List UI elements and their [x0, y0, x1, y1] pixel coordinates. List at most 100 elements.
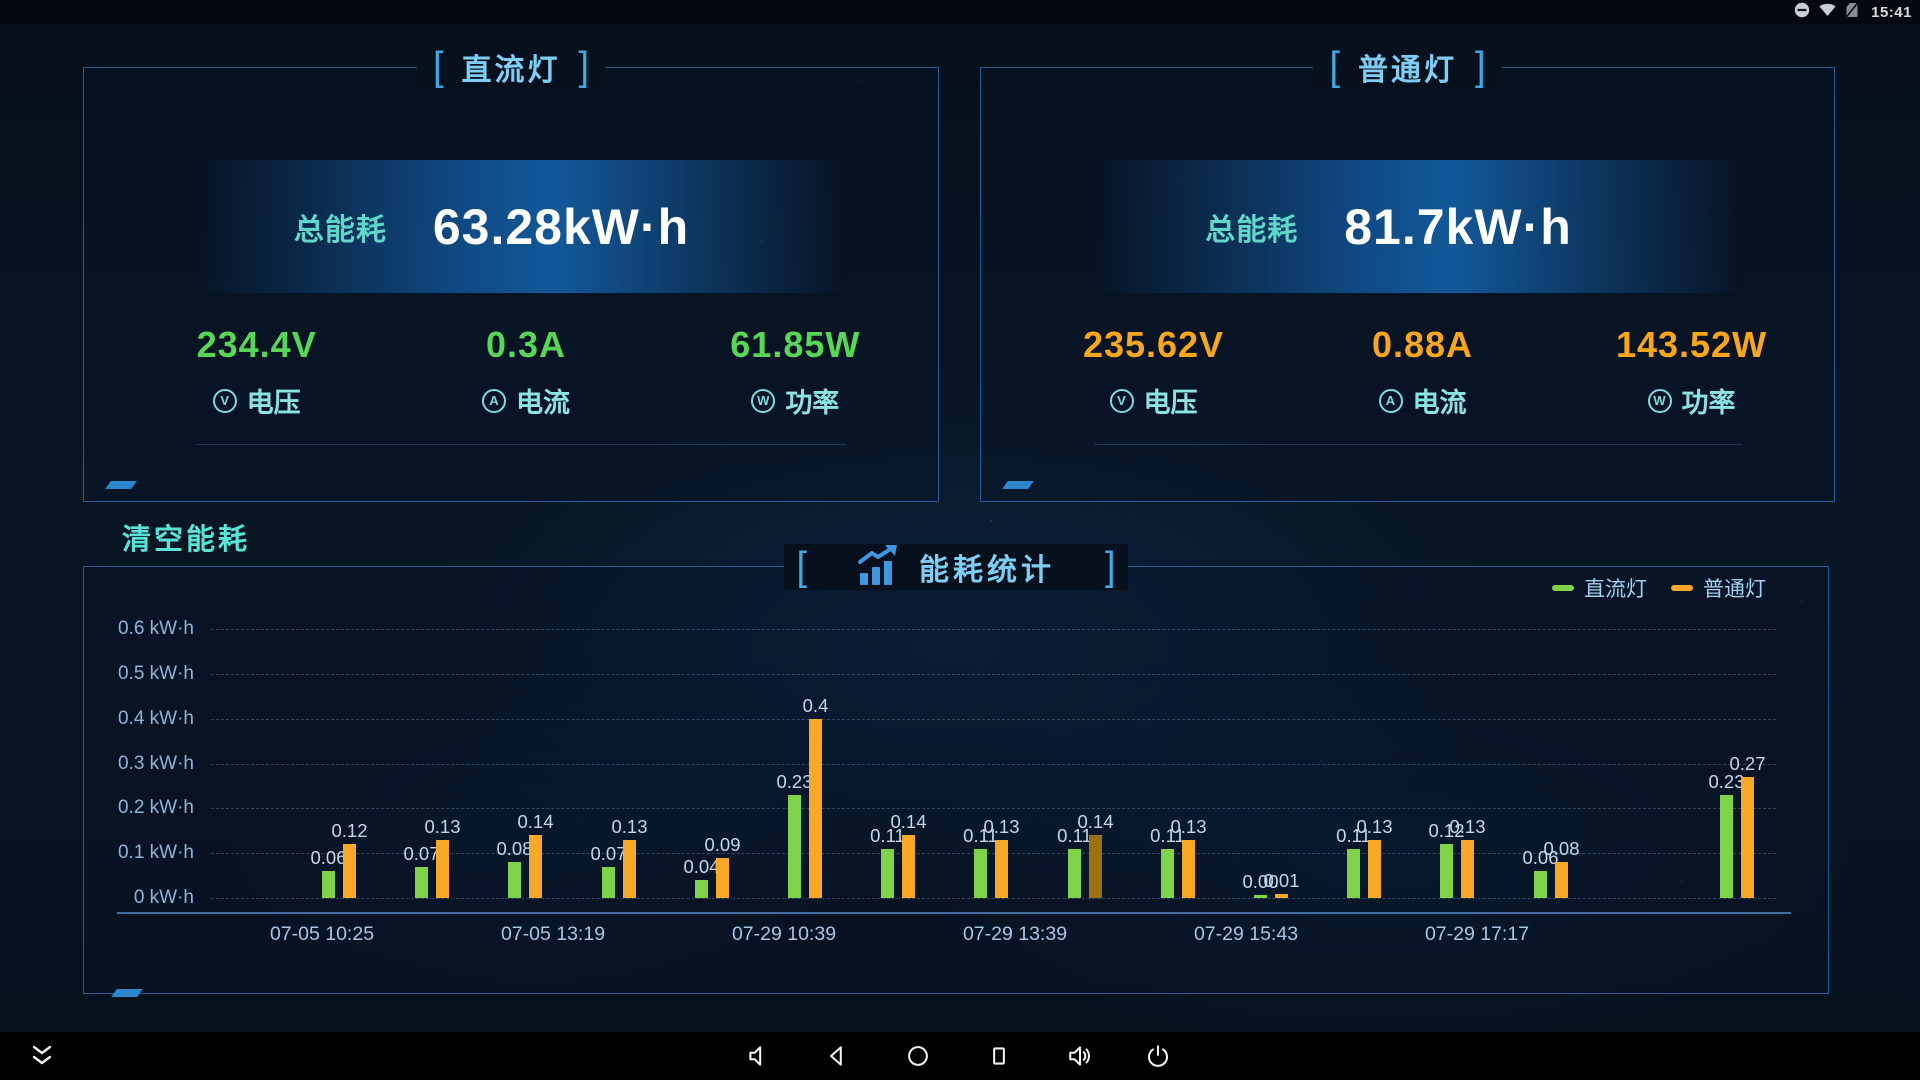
energy-statistics-panel: [ 能耗统计 ] — [83, 544, 1829, 997]
bar-value-label: 0.13 — [983, 816, 1020, 837]
pt-power-value: 143.52W — [1615, 324, 1768, 365]
bar-value-label: 0.13 — [1356, 816, 1393, 837]
bar-dc[interactable] — [881, 849, 894, 898]
power-label: 功率 — [1681, 388, 1736, 418]
pt-voltage-metric: 235.62V V 电压 — [1019, 324, 1288, 420]
bar-value-label: 0.08 — [1543, 838, 1580, 859]
collapse-icon[interactable] — [27, 1042, 57, 1070]
legend-item-dc[interactable]: 直流灯 — [1552, 573, 1647, 603]
volume-up-icon[interactable] — [1067, 1043, 1093, 1069]
gridline — [211, 898, 1776, 899]
bar-value-label: 0.04 — [683, 856, 720, 877]
y-axis-label: 0.2 kW·h — [117, 797, 194, 819]
bar-dc[interactable] — [974, 849, 987, 898]
bar-pt[interactable] — [716, 858, 729, 898]
power-label: 功率 — [785, 388, 840, 418]
chart-plot: 0.06 0.12 0.07 0.13 0.08 0.14 0.07 0.13 0.04 0.09… — [211, 567, 1776, 993]
bracket-right: ] — [1475, 44, 1486, 90]
bar-dc[interactable] — [1068, 849, 1081, 898]
dc-metrics-row: 234.4V V 电压 0.3A A 电流 61.85W W 功率 — [122, 324, 930, 420]
bar-dc[interactable] — [508, 862, 521, 898]
bracket-right: ] — [1105, 544, 1116, 590]
x-axis-line — [117, 912, 1791, 914]
bar-value-label: 0.07 — [403, 843, 440, 864]
power-icon[interactable] — [1145, 1043, 1171, 1069]
bar-dc[interactable] — [415, 867, 428, 898]
bar-dc[interactable] — [788, 795, 801, 898]
bar-dc[interactable] — [602, 867, 615, 898]
bar-pt[interactable] — [995, 840, 1008, 898]
bar-pt[interactable] — [1089, 835, 1102, 898]
bar-pt[interactable] — [1275, 894, 1288, 898]
bar-dc[interactable] — [1720, 795, 1733, 898]
bar-value-label: 0.13 — [611, 816, 648, 837]
volume-down-icon[interactable] — [745, 1043, 771, 1069]
x-axis-label: 07-29 15:43 — [1193, 923, 1299, 945]
gridline — [211, 629, 1776, 631]
y-axis-label: 0.3 kW·h — [117, 752, 194, 774]
total-energy-label: 总能耗 — [1205, 213, 1299, 247]
bar-dc[interactable] — [695, 880, 708, 898]
bar-dc[interactable] — [1161, 849, 1174, 898]
dc-voltage-value: 234.4V — [196, 324, 317, 365]
chart-legend: 直流灯 普通灯 — [1552, 573, 1766, 603]
bar-value-label: 0.13 — [1449, 816, 1486, 837]
bar-pt[interactable] — [1741, 777, 1754, 898]
bar-value-label: 0.12 — [1428, 820, 1465, 841]
bar-pt[interactable] — [902, 835, 915, 898]
dc-current-value: 0.3A — [485, 324, 567, 365]
dc-voltage-metric: 234.4V V 电压 — [122, 324, 391, 420]
status-clock: 15:41 — [1871, 3, 1912, 21]
bar-dc[interactable] — [322, 871, 335, 898]
corner-accent — [105, 481, 137, 489]
y-axis-label: 0 kW·h — [133, 887, 194, 908]
clear-energy-button[interactable]: 清空能耗 — [122, 524, 251, 556]
bar-value-label: 0.14 — [890, 811, 927, 832]
bar-dc[interactable] — [1534, 871, 1547, 898]
current-icon: A — [481, 388, 506, 413]
bar-value-label: 0.06 — [310, 847, 347, 868]
bar-dc[interactable] — [1347, 849, 1360, 898]
android-nav-bar — [0, 1032, 1920, 1080]
recents-icon[interactable] — [986, 1043, 1012, 1069]
bar-value-label: 0.11 — [870, 825, 905, 846]
x-axis-label: 07-05 10:25 — [269, 923, 375, 945]
wifi-icon — [1818, 2, 1837, 22]
legend-dash-green — [1552, 585, 1574, 591]
bar-value-label: 0.13 — [424, 816, 461, 837]
ordinary-light-panel: [ 普通灯 ] 总能耗 81.7kW·h 235.62V V 电压 0.88A A… — [980, 44, 1835, 502]
bar-pt[interactable] — [809, 719, 822, 898]
power-icon: W — [1647, 388, 1672, 413]
bar-pt[interactable] — [436, 840, 449, 898]
legend-dash-orange — [1671, 585, 1693, 591]
back-icon[interactable] — [824, 1043, 850, 1069]
pt-total-energy-value: 81.7kW·h — [1344, 198, 1572, 255]
home-icon[interactable] — [905, 1043, 931, 1069]
legend-item-pt[interactable]: 普通灯 — [1671, 573, 1766, 603]
bar-pt[interactable] — [1182, 840, 1195, 898]
voltage-label: 电压 — [1143, 388, 1198, 418]
pt-total-energy-band: 总能耗 81.7kW·h — [1094, 160, 1743, 293]
bar-pt[interactable] — [623, 840, 636, 898]
pt-current-value: 0.88A — [1371, 324, 1474, 365]
bar-pt[interactable] — [1461, 840, 1474, 898]
bar-pt[interactable] — [1368, 840, 1381, 898]
voltage-icon: V — [212, 388, 237, 413]
bar-value-label: 0.08 — [496, 838, 533, 859]
bar-value-label: 0.07 — [590, 843, 627, 864]
status-icons: 15:41 — [1794, 0, 1912, 24]
pt-current-metric: 0.88A A 电流 — [1288, 324, 1557, 420]
bar-pt[interactable] — [529, 835, 542, 898]
y-axis-label: 0.1 kW·h — [117, 842, 194, 864]
bar-value-label: 0.14 — [1077, 811, 1114, 832]
bar-pt[interactable] — [1555, 862, 1568, 898]
y-axis-label: 0.6 kW·h — [117, 618, 194, 640]
bar-dc[interactable] — [1254, 895, 1267, 898]
panel-divider — [197, 444, 846, 445]
bracket-left: [ — [796, 544, 807, 590]
bar-pt[interactable] — [343, 844, 356, 898]
bar-dc[interactable] — [1440, 844, 1453, 898]
gridline — [211, 763, 1776, 765]
